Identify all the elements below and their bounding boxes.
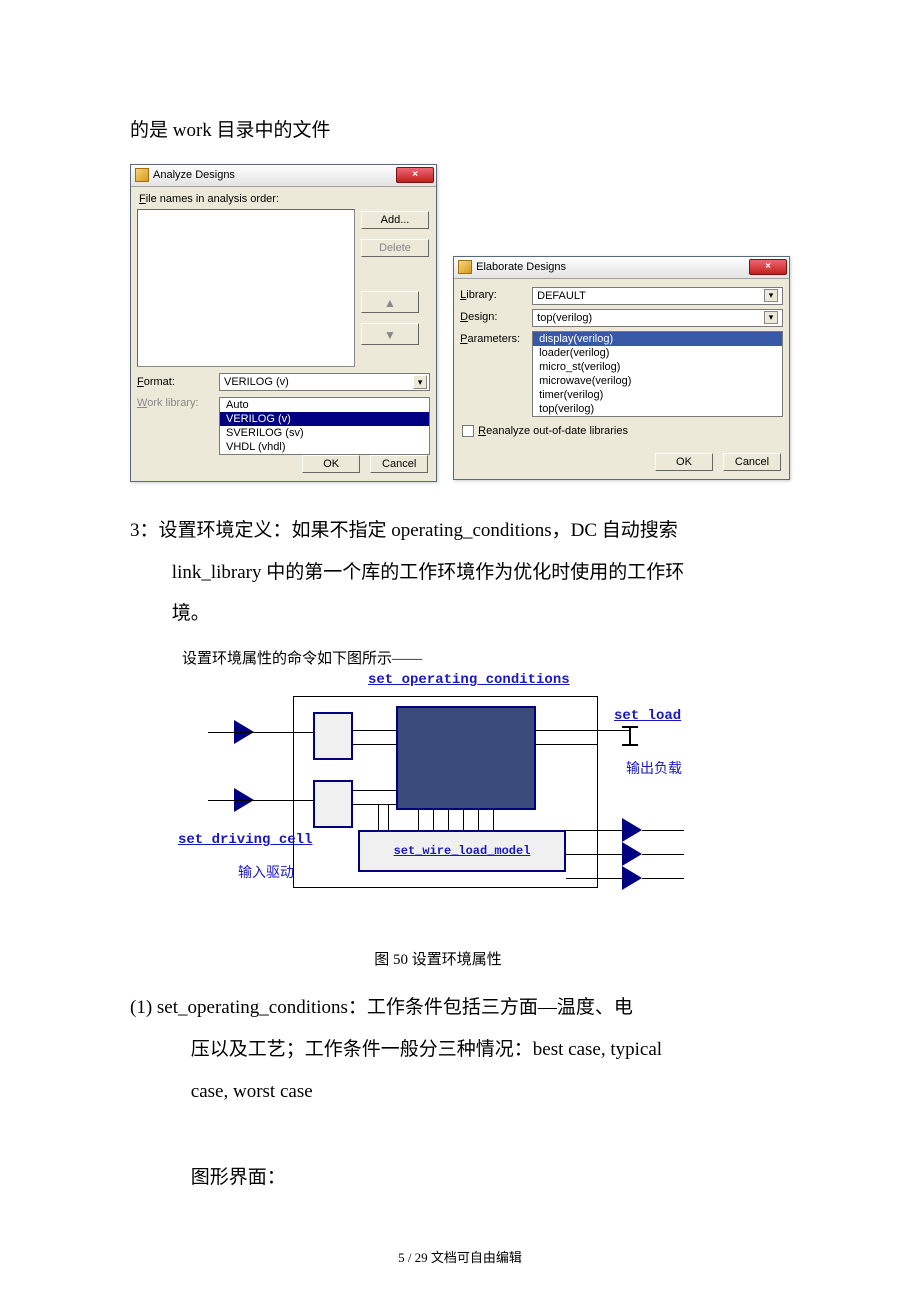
buffer-icon <box>624 844 642 864</box>
app-icon <box>458 260 472 274</box>
worklib-label: Work library: <box>137 397 213 409</box>
list-item[interactable]: VHDL (vhdl) <box>220 440 429 454</box>
delete-button[interactable]: Delete <box>361 239 429 257</box>
parameters-label: Parameters: <box>460 331 526 345</box>
elaborate-titlebar: Elaborate Designs × <box>454 257 789 279</box>
format-label: Format: <box>137 376 213 388</box>
list-item[interactable]: micro_st(verilog) <box>533 360 782 374</box>
ok-button[interactable]: OK <box>302 455 360 473</box>
big-block <box>396 706 536 810</box>
figure-caption: 图 50 设置环境属性 <box>178 948 698 969</box>
close-icon[interactable]: × <box>749 259 787 275</box>
label-wire-load: set_wire_load_model <box>394 844 531 858</box>
label-set-op-cond: set_operating_conditions <box>368 672 570 688</box>
reanalyze-label: Reanalyze out-of-date libraries <box>478 425 628 437</box>
elaborate-dialog: Elaborate Designs × Library: DEFAULT ▾ D… <box>453 256 790 480</box>
analyze-title: Analyze Designs <box>153 169 392 181</box>
analyze-dialog: Analyze Designs × File names in analysis… <box>130 164 437 482</box>
part1-line2: 压以及工艺；工作条件一般分三种情况：best case, typical <box>130 1029 790 1071</box>
library-value: DEFAULT <box>537 290 586 302</box>
chevron-down-icon: ▾ <box>413 375 427 389</box>
list-item[interactable]: VERILOG (v) <box>220 412 429 426</box>
library-combo[interactable]: DEFAULT ▾ <box>532 287 783 305</box>
gui-label: 图形界面： <box>130 1157 790 1199</box>
move-up-button[interactable]: ▲ <box>361 291 419 313</box>
part1-line3: case, worst case <box>130 1071 790 1113</box>
design-value: top(verilog) <box>537 312 592 324</box>
label-output-load-cn: 输出负载 <box>626 758 682 778</box>
figure-intro: 设置环境属性的命令如下图所示—— <box>182 647 790 668</box>
diagram-wrap: set_operating_conditions set_wire_load_m… <box>178 672 790 942</box>
list-item[interactable]: top(verilog) <box>533 402 782 416</box>
label-set-load: set_load <box>614 708 681 724</box>
ok-button[interactable]: OK <box>655 453 713 471</box>
block <box>313 712 353 760</box>
buffer-icon <box>624 820 642 840</box>
file-list[interactable] <box>137 209 355 367</box>
part1-para: (1) set_operating_conditions：工作条件包括三方面—温… <box>130 987 790 1112</box>
env-diagram: set_operating_conditions set_wire_load_m… <box>178 672 698 942</box>
list-item[interactable]: display(verilog) <box>533 332 782 346</box>
part1-line1: (1) set_operating_conditions：工作条件包括三方面—温… <box>130 997 633 1018</box>
chevron-down-icon: ▾ <box>764 311 778 324</box>
chevron-down-icon: ▾ <box>764 289 778 302</box>
page-footer: 5 / 29 文档可自由编辑 <box>0 1247 920 1266</box>
cancel-button[interactable]: Cancel <box>370 455 428 473</box>
section3-para: 3：设置环境定义：如果不指定 operating_conditions，DC 自… <box>130 510 790 635</box>
reanalyze-checkbox[interactable] <box>462 425 474 437</box>
section3-line1: 3：设置环境定义：如果不指定 operating_conditions，DC 自… <box>130 520 678 541</box>
add-button[interactable]: Add... <box>361 211 429 229</box>
format-value: VERILOG (v) <box>224 376 289 388</box>
dialogs-row: Analyze Designs × File names in analysis… <box>130 164 790 482</box>
analyze-subheader: File names in analysis order: <box>137 191 430 209</box>
format-combo[interactable]: VERILOG (v) ▾ <box>219 373 430 391</box>
section3-line2: link_library 中的第一个库的工作环境作为优化时使用的工作环 <box>130 552 790 594</box>
parameters-list[interactable]: display(verilog) loader(verilog) micro_s… <box>532 331 783 417</box>
wire-load-block: set_wire_load_model <box>358 830 566 872</box>
label-input-drive-cn: 输入驱动 <box>238 862 294 882</box>
app-icon <box>135 168 149 182</box>
block <box>313 780 353 828</box>
label-driving-cell: set_driving_cell <box>178 832 312 848</box>
list-item[interactable]: timer(verilog) <box>533 388 782 402</box>
list-item[interactable]: loader(verilog) <box>533 346 782 360</box>
analyze-titlebar: Analyze Designs × <box>131 165 436 187</box>
move-down-button[interactable]: ▼ <box>361 323 419 345</box>
format-dropdown[interactable]: Auto VERILOG (v) SVERILOG (sv) VHDL (vhd… <box>219 397 430 455</box>
close-icon[interactable]: × <box>396 167 434 183</box>
elaborate-title: Elaborate Designs <box>476 261 745 273</box>
library-label: Library: <box>460 287 526 301</box>
design-label: Design: <box>460 309 526 323</box>
section3-line3: 境。 <box>130 593 790 635</box>
design-combo[interactable]: top(verilog) ▾ <box>532 309 783 327</box>
list-item[interactable]: microwave(verilog) <box>533 374 782 388</box>
list-item[interactable]: Auto <box>220 398 429 412</box>
intro-text: 的是 work 目录中的文件 <box>130 110 790 152</box>
buffer-icon <box>624 868 642 888</box>
cancel-button[interactable]: Cancel <box>723 453 781 471</box>
list-item[interactable]: SVERILOG (sv) <box>220 426 429 440</box>
